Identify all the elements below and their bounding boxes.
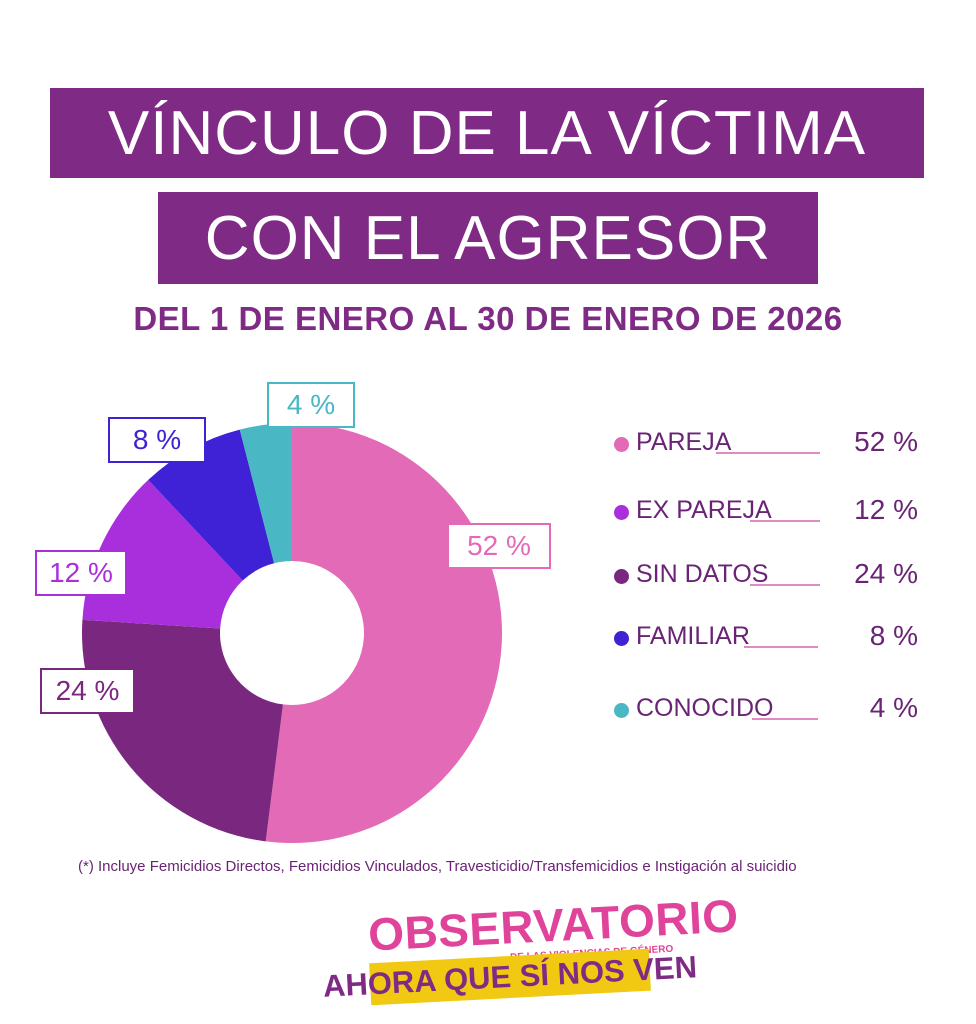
legend-label: PAREJA	[636, 428, 732, 456]
title-line-2: CON EL AGRESOR	[158, 192, 818, 284]
title-line-1: VÍNCULO DE LA VÍCTIMA	[50, 88, 924, 178]
legend-marker	[614, 631, 629, 646]
slice-pareja	[265, 423, 502, 843]
legend-label: CONOCIDO	[636, 694, 774, 722]
legend-item-pareja: PAREJA 52 %	[614, 424, 924, 464]
data-label-conocido: 4 %	[267, 382, 355, 428]
legend-item-conocido: CONOCIDO 4 %	[614, 690, 924, 730]
observatorio-logo: OBSERVATORIO DE LAS VIOLENCIAS DE GÉNERO…	[322, 889, 740, 1008]
legend-label: EX PAREJA	[636, 496, 772, 524]
legend-leader-line	[752, 718, 818, 720]
legend-item-ex-pareja: EX PAREJA 12 %	[614, 492, 924, 532]
slice-sin-datos	[82, 619, 283, 842]
slice-familiar	[148, 429, 275, 581]
title-line-2-text: CON EL AGRESOR	[204, 203, 772, 273]
data-label-familiar: 8 %	[108, 417, 206, 463]
legend-value: 52 %	[854, 426, 918, 457]
legend-marker	[614, 569, 629, 584]
slice-conocido	[239, 423, 292, 564]
legend-marker	[614, 703, 629, 718]
data-label-sin-datos: 24 %	[40, 668, 135, 714]
legend-value: 12 %	[854, 494, 918, 525]
legend-item-sin-datos: SIN DATOS 24 %	[614, 556, 924, 596]
date-range-subtitle: DEL 1 DE ENERO AL 30 DE ENERO DE 2026	[133, 300, 843, 337]
legend-value: 8 %	[869, 620, 918, 651]
title-line-1-text: VÍNCULO DE LA VÍCTIMA	[107, 98, 867, 168]
legend-value: 4 %	[869, 692, 918, 723]
footnote: (*) Incluye Femicidios Directos, Femicid…	[78, 858, 797, 875]
data-label-ex-pareja: 12 %	[35, 550, 127, 596]
legend-label: FAMILIAR	[636, 622, 750, 650]
data-label-pareja: 52 %	[447, 523, 551, 569]
legend-leader-line	[744, 646, 818, 648]
legend-marker	[614, 505, 629, 520]
legend-leader-line	[750, 520, 820, 522]
legend-value: 24 %	[854, 558, 918, 589]
legend-leader-line	[750, 584, 820, 586]
legend-item-familiar: FAMILIAR 8 %	[614, 618, 924, 658]
legend-label: SIN DATOS	[636, 560, 769, 588]
legend-leader-line	[716, 452, 820, 454]
legend-marker	[614, 437, 629, 452]
